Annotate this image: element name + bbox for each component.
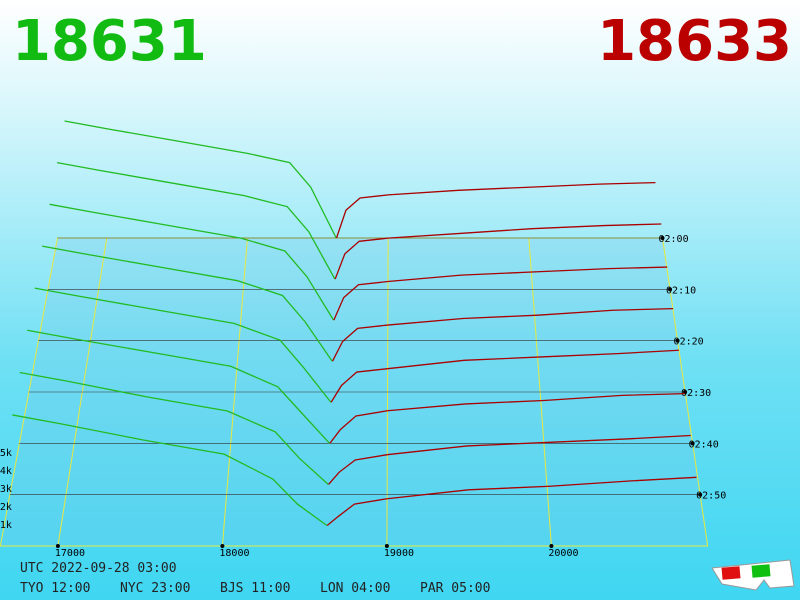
y-tick-label: 0.3k: [0, 484, 12, 495]
ask-depth-line: [329, 393, 685, 444]
y-tick-label: 0.4k: [0, 466, 12, 477]
z-tick-label: 02:10: [666, 285, 696, 296]
tick-dot: [675, 338, 680, 343]
lon-time: LON 04:00: [320, 581, 390, 596]
bjs-time: BJS 11:00: [220, 581, 290, 596]
par-time: PAR 05:00: [420, 581, 490, 596]
utc-time: UTC 2022-09-28 03:00: [20, 561, 177, 576]
tick-dot: [55, 544, 60, 548]
ask-depth-line: [330, 349, 679, 403]
tyo-time: TYO 12:00: [20, 581, 90, 596]
best-bid: 18631: [12, 9, 207, 74]
x-tick-label: 19000: [384, 548, 414, 559]
nyc-time: NYC 23:00: [120, 581, 190, 596]
y-tick-label: 0.5k: [0, 448, 12, 459]
x-tick-label: 20000: [548, 548, 578, 559]
z-tick-label: 02:20: [674, 337, 704, 348]
3d-glasses-icon[interactable]: [711, 559, 795, 591]
best-ask: 18633: [597, 9, 792, 74]
tick-dot: [549, 544, 554, 548]
bid-depth-line: [49, 203, 335, 321]
z-tick-label: 02:00: [659, 234, 689, 245]
ask-depth-line: [326, 476, 697, 526]
tick-dot: [384, 544, 389, 548]
bid-depth-line: [19, 371, 329, 485]
bid-depth-line: [34, 287, 332, 403]
ask-depth-line: [328, 434, 691, 485]
tick-dot: [220, 544, 225, 548]
ask-depth-line: [335, 181, 656, 239]
bid-depth-line: [27, 329, 331, 444]
x-tick-label: 17000: [55, 548, 85, 559]
bid-depth-line: [42, 245, 333, 362]
ask-depth-line: [333, 266, 668, 321]
z-tick-label: 02:30: [681, 388, 711, 399]
bid-depth-line: [64, 120, 337, 239]
bid-depth-line: [56, 161, 336, 280]
x-tick-label: 18000: [219, 548, 249, 559]
y-tick-label: 0.2k: [0, 502, 12, 513]
z-tick-label: 02:50: [696, 491, 726, 502]
z-tick-label: 02:40: [689, 439, 719, 450]
tick-dot: [660, 236, 665, 240]
tick-dot: [683, 390, 688, 394]
tick-dot: [698, 492, 703, 497]
tick-dot: [690, 441, 695, 446]
ask-depth-line: [334, 223, 662, 280]
tick-dot: [668, 287, 673, 292]
y-tick-label: 0.1k: [0, 520, 12, 531]
bid-depth-line: [12, 414, 328, 526]
ask-depth-line: [331, 307, 674, 362]
